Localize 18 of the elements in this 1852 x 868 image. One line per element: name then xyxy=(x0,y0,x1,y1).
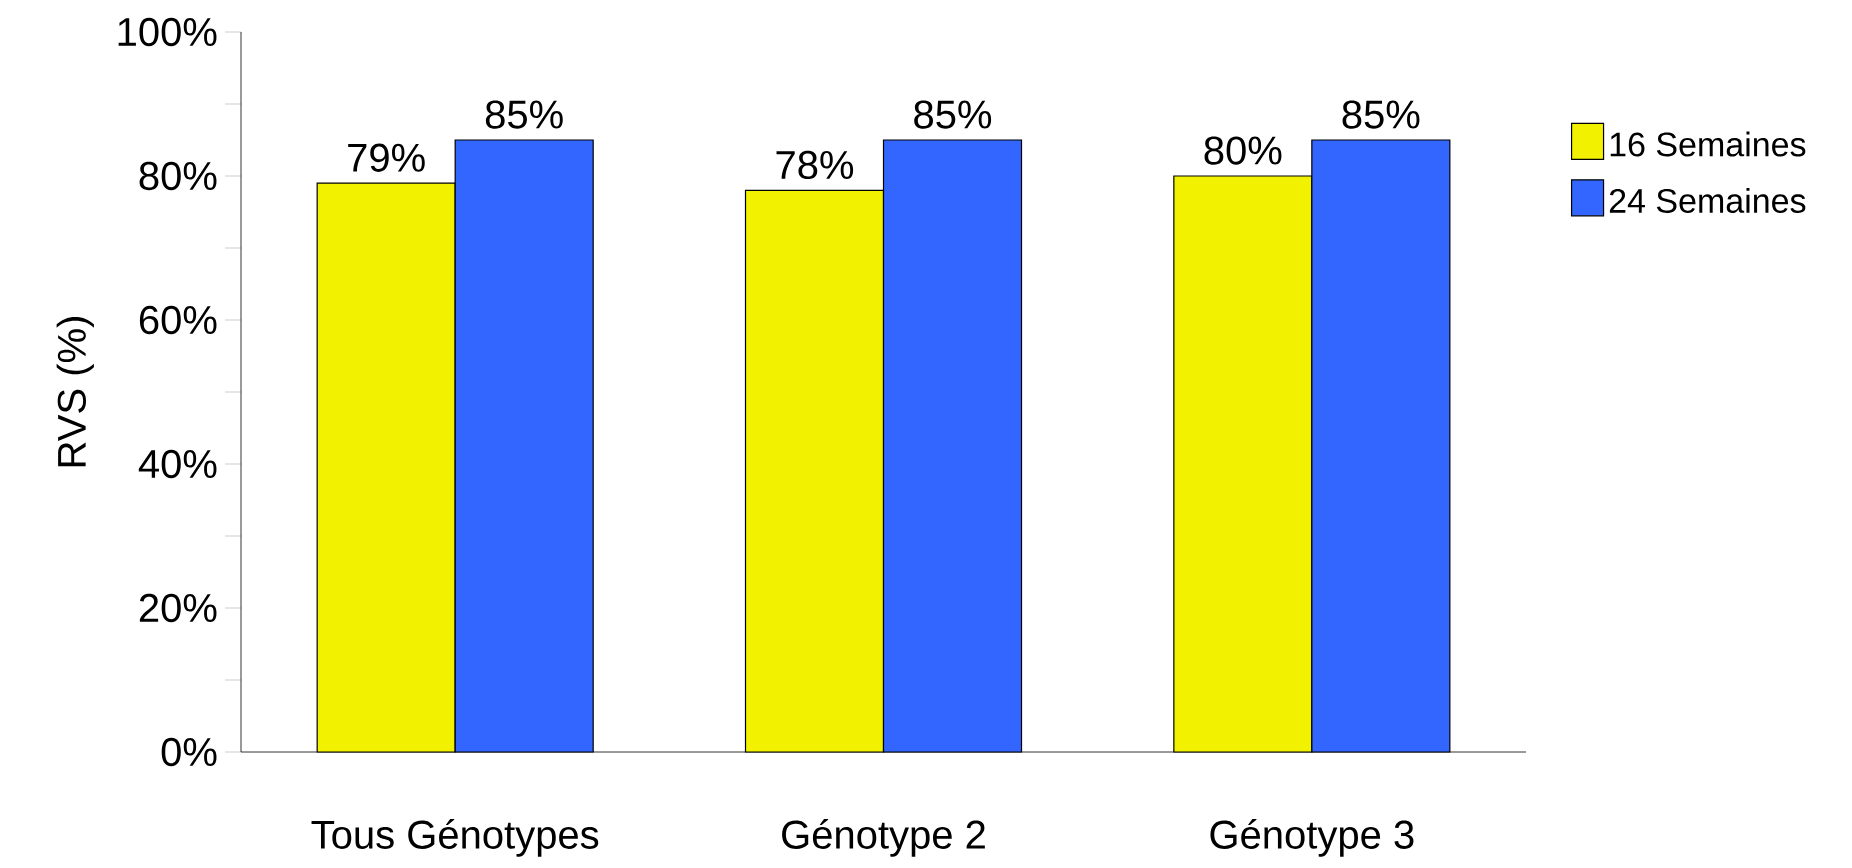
y-tick-label: 100% xyxy=(118,17,217,47)
y-tick-label: 0% xyxy=(161,737,217,767)
legend-label: 16 Semaines xyxy=(1610,131,1806,157)
data-label: 85% xyxy=(914,100,992,129)
data-label: 85% xyxy=(1342,100,1420,129)
data-label: 78% xyxy=(776,150,854,180)
data-label: 80% xyxy=(1204,136,1282,165)
x-tick-label: Génotype 3 xyxy=(1210,819,1414,857)
y-tick-label: 20% xyxy=(139,593,217,623)
legend-label: 24 Semaines xyxy=(1609,188,1806,213)
data-label: 85% xyxy=(485,100,563,129)
y-tick-label: 60% xyxy=(139,305,217,335)
x-tick-label: Génotype 2 xyxy=(782,819,985,857)
y-tick-label: 80% xyxy=(139,161,217,191)
y-axis-title: RVS (%) xyxy=(56,317,94,467)
x-tick-label: Tous Génotypes xyxy=(311,819,599,857)
data-label: 79% xyxy=(348,143,425,172)
y-tick-label: 40% xyxy=(138,449,217,479)
